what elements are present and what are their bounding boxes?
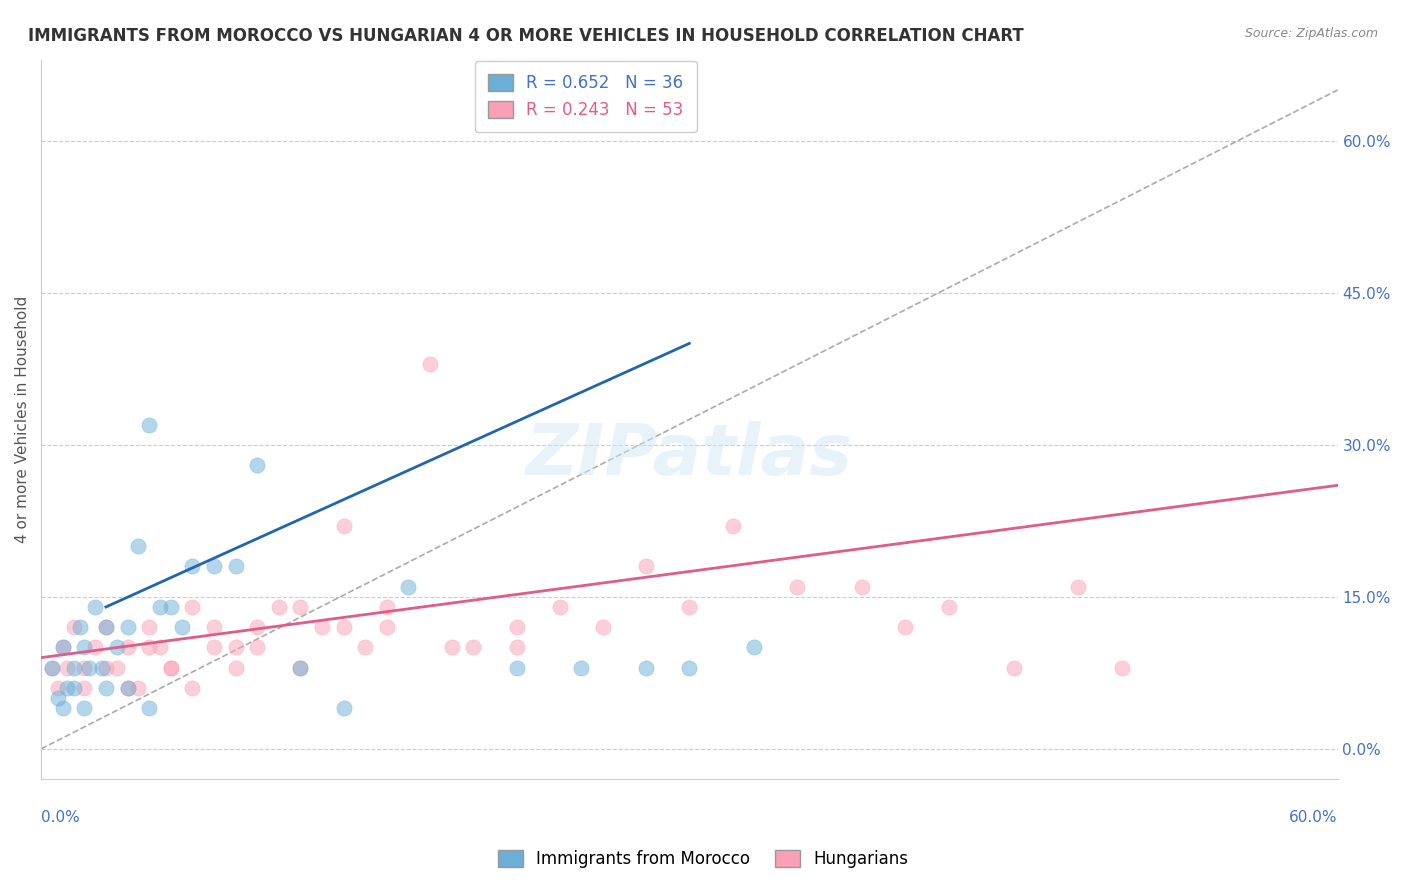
Point xyxy=(138,701,160,715)
Point xyxy=(105,661,128,675)
Point xyxy=(149,599,172,614)
Point xyxy=(463,640,485,655)
Point xyxy=(1111,661,1133,675)
Point xyxy=(311,620,333,634)
Point xyxy=(742,640,765,655)
Point xyxy=(117,640,139,655)
Text: Source: ZipAtlas.com: Source: ZipAtlas.com xyxy=(1244,27,1378,40)
Point xyxy=(41,661,63,675)
Point xyxy=(636,661,658,675)
Point xyxy=(419,357,441,371)
Point xyxy=(159,661,181,675)
Point xyxy=(170,620,193,634)
Point xyxy=(84,640,107,655)
Point xyxy=(181,681,204,695)
Point xyxy=(1002,661,1025,675)
Point xyxy=(938,599,960,614)
Point xyxy=(56,661,79,675)
Legend: Immigrants from Morocco, Hungarians: Immigrants from Morocco, Hungarians xyxy=(491,843,915,875)
Point xyxy=(440,640,463,655)
Point xyxy=(505,640,527,655)
Point xyxy=(138,417,160,432)
Text: IMMIGRANTS FROM MOROCCO VS HUNGARIAN 4 OR MORE VEHICLES IN HOUSEHOLD CORRELATION: IMMIGRANTS FROM MOROCCO VS HUNGARIAN 4 O… xyxy=(28,27,1024,45)
Point xyxy=(48,681,70,695)
Point xyxy=(202,620,225,634)
Point xyxy=(41,661,63,675)
Point xyxy=(117,620,139,634)
Point xyxy=(290,599,312,614)
Point xyxy=(94,620,117,634)
Point xyxy=(851,580,873,594)
Point xyxy=(225,559,247,574)
Point xyxy=(94,681,117,695)
Point xyxy=(127,681,149,695)
Point xyxy=(159,599,181,614)
Point xyxy=(73,640,96,655)
Point xyxy=(181,599,204,614)
Point xyxy=(159,661,181,675)
Point xyxy=(73,701,96,715)
Point xyxy=(548,599,571,614)
Point xyxy=(246,620,269,634)
Point xyxy=(375,620,398,634)
Point xyxy=(1067,580,1090,594)
Point xyxy=(267,599,290,614)
Point xyxy=(117,681,139,695)
Point xyxy=(290,661,312,675)
Point xyxy=(73,661,96,675)
Point xyxy=(592,620,614,634)
Point xyxy=(354,640,377,655)
Point xyxy=(721,519,744,533)
Text: 0.0%: 0.0% xyxy=(41,811,80,825)
Text: ZIPatlas: ZIPatlas xyxy=(526,421,853,490)
Point xyxy=(77,661,100,675)
Point xyxy=(56,681,79,695)
Point xyxy=(246,458,269,472)
Point xyxy=(48,691,70,706)
Point xyxy=(52,701,75,715)
Point xyxy=(138,620,160,634)
Point xyxy=(202,559,225,574)
Point xyxy=(375,599,398,614)
Point xyxy=(332,701,354,715)
Point xyxy=(181,559,204,574)
Point xyxy=(246,640,269,655)
Point xyxy=(225,661,247,675)
Point xyxy=(117,681,139,695)
Point xyxy=(894,620,917,634)
Point xyxy=(202,640,225,655)
Point xyxy=(69,620,91,634)
Point xyxy=(127,539,149,553)
Point xyxy=(84,599,107,614)
Point xyxy=(90,661,112,675)
Point xyxy=(52,640,75,655)
Point xyxy=(636,559,658,574)
Legend: R = 0.652   N = 36, R = 0.243   N = 53: R = 0.652 N = 36, R = 0.243 N = 53 xyxy=(475,61,697,132)
Point xyxy=(62,620,84,634)
Point xyxy=(505,661,527,675)
Point xyxy=(94,620,117,634)
Point xyxy=(505,620,527,634)
Point xyxy=(678,661,700,675)
Point xyxy=(332,519,354,533)
Point xyxy=(678,599,700,614)
Text: 60.0%: 60.0% xyxy=(1289,811,1337,825)
Point xyxy=(62,681,84,695)
Point xyxy=(62,661,84,675)
Point xyxy=(94,661,117,675)
Point xyxy=(569,661,592,675)
Point xyxy=(290,661,312,675)
Point xyxy=(225,640,247,655)
Point xyxy=(52,640,75,655)
Point xyxy=(138,640,160,655)
Point xyxy=(332,620,354,634)
Y-axis label: 4 or more Vehicles in Household: 4 or more Vehicles in Household xyxy=(15,296,30,543)
Point xyxy=(149,640,172,655)
Point xyxy=(398,580,420,594)
Point xyxy=(73,681,96,695)
Point xyxy=(786,580,808,594)
Point xyxy=(105,640,128,655)
